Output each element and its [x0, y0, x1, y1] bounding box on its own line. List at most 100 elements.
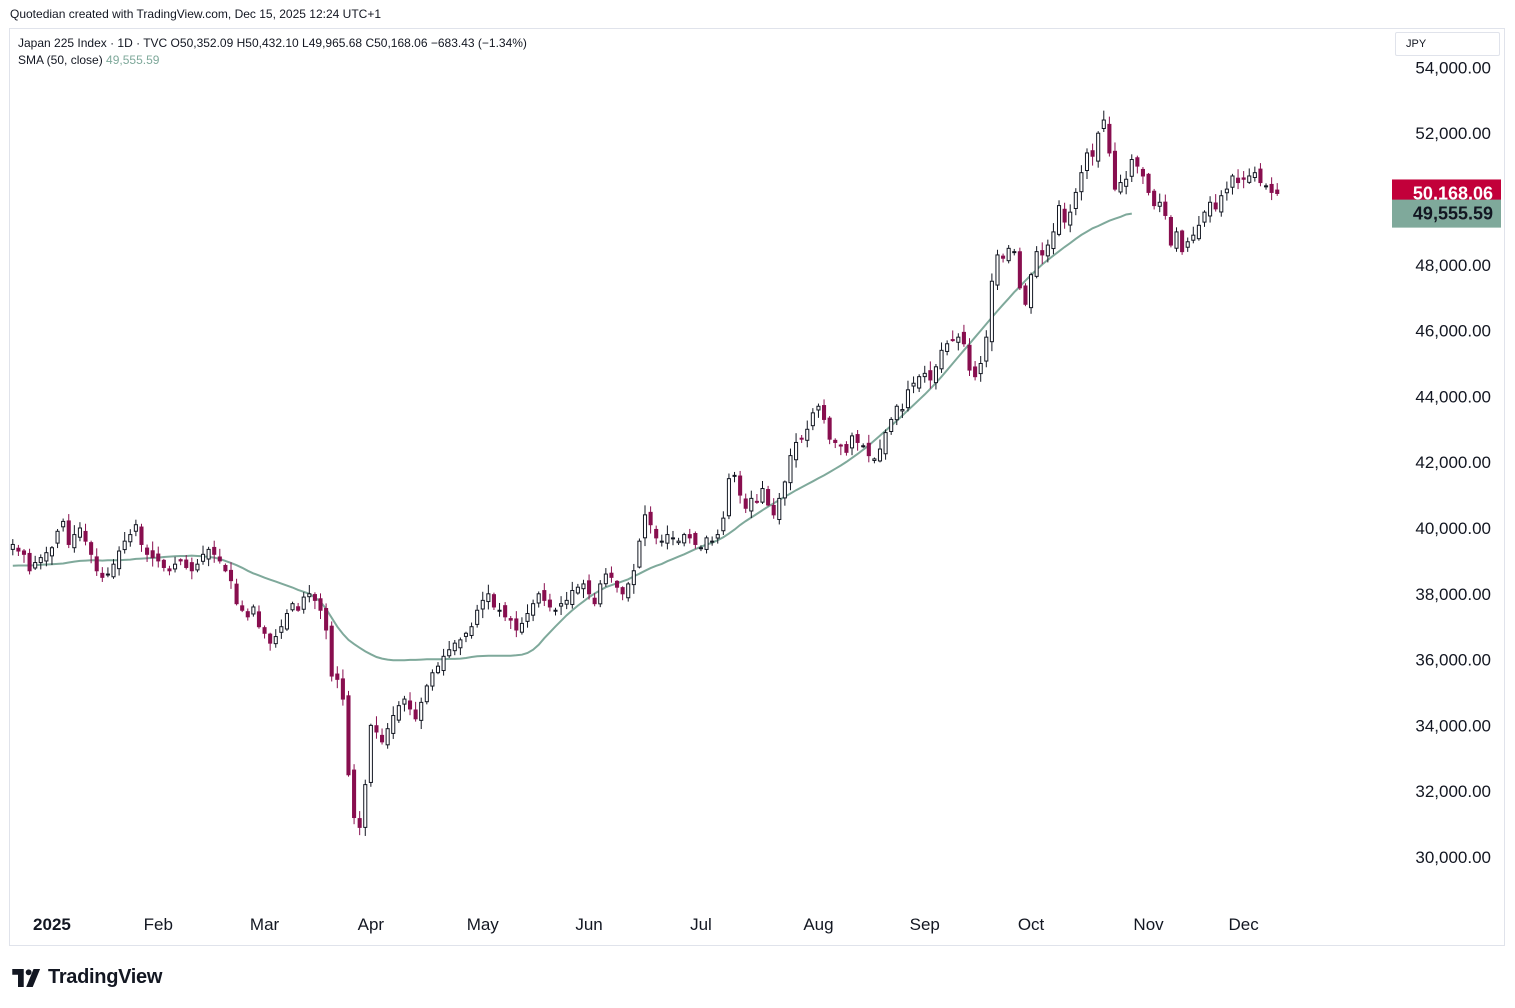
- candle-body: [340, 678, 345, 700]
- tradingview-logo[interactable]: TradingView: [12, 966, 162, 989]
- candle-body: [1196, 224, 1201, 240]
- candle: [631, 563, 636, 594]
- candle-body: [324, 607, 329, 631]
- candle-body: [922, 372, 927, 378]
- candle-body: [307, 593, 312, 598]
- candle-body: [368, 724, 373, 783]
- candle: [984, 330, 989, 368]
- candle: [782, 480, 787, 506]
- candle-body: [905, 389, 911, 409]
- candle: [726, 473, 731, 520]
- y-axis: 30,000.00 32,000.00 34,000.00 36,000.00 38,0…: [1415, 58, 1491, 867]
- candle-body: [726, 478, 731, 517]
- candle-body: [872, 458, 877, 461]
- candles-layer: [10, 110, 1280, 836]
- candle: [1196, 216, 1201, 241]
- candle-body: [581, 583, 586, 590]
- candle: [575, 583, 580, 595]
- candle-body: [279, 626, 284, 633]
- candle: [452, 639, 457, 656]
- candle: [245, 608, 250, 621]
- candle: [167, 565, 172, 576]
- candle-body: [838, 444, 843, 447]
- candle: [743, 493, 748, 514]
- candle-body: [805, 428, 810, 441]
- candle-body: [1073, 191, 1078, 209]
- candle-body: [195, 563, 200, 571]
- candle-body: [609, 572, 614, 578]
- candle: [391, 706, 396, 739]
- candle: [1045, 239, 1050, 263]
- tradingview-logo-icon: [12, 968, 41, 987]
- candle-body: [173, 563, 178, 570]
- candle-body: [754, 500, 759, 503]
- candle: [1224, 181, 1229, 201]
- candle: [810, 408, 815, 431]
- candle-body: [1275, 189, 1280, 194]
- candle: [480, 591, 485, 619]
- candle-body: [352, 769, 357, 819]
- candle-body: [547, 599, 552, 608]
- candle-body: [374, 725, 379, 733]
- candle: [928, 361, 933, 389]
- candle-body: [659, 540, 664, 543]
- candle: [1017, 247, 1022, 291]
- candle-body: [284, 613, 289, 630]
- candle: [614, 580, 620, 593]
- candle-body: [111, 563, 116, 578]
- candle-body: [413, 709, 418, 720]
- candle-body: [1017, 251, 1022, 289]
- legend-sma-label[interactable]: SMA (50, close): [18, 53, 103, 67]
- candle: [307, 585, 312, 603]
- candle-body: [564, 599, 569, 605]
- candle: [10, 539, 15, 556]
- candle-body: [212, 546, 217, 555]
- candle-body: [978, 363, 983, 375]
- candle-body: [262, 627, 267, 634]
- y-tick-label: 46,000.00: [1415, 322, 1491, 341]
- candle: [659, 534, 664, 547]
- y-tick-label: 38,000.00: [1415, 585, 1491, 604]
- candle-body: [1241, 177, 1246, 180]
- legend-high-label: H: [236, 36, 246, 50]
- candle-body: [161, 559, 166, 568]
- candle-body: [100, 572, 105, 578]
- candle: [794, 433, 799, 468]
- candle-body: [240, 605, 245, 611]
- currency-button[interactable]: JPY: [1395, 32, 1500, 56]
- candle: [1090, 143, 1095, 166]
- y-tick-label: 54,000.00: [1415, 58, 1491, 77]
- candle-body: [385, 728, 390, 746]
- candle: [296, 602, 301, 612]
- candle: [1157, 193, 1162, 213]
- candle: [508, 615, 513, 630]
- candle-body: [335, 673, 340, 680]
- candle: [603, 568, 608, 587]
- candle-body: [1040, 250, 1045, 256]
- candle: [704, 535, 709, 554]
- candle: [1079, 165, 1084, 201]
- candle-body: [178, 559, 183, 562]
- candle: [38, 554, 43, 570]
- candle-body: [1051, 231, 1056, 250]
- candle: [889, 417, 894, 435]
- candle-body: [1034, 251, 1039, 277]
- candle: [827, 416, 832, 445]
- candle: [1252, 166, 1257, 182]
- candle: [77, 522, 82, 542]
- candle-body: [251, 606, 256, 615]
- candle-body: [139, 526, 144, 545]
- x-tick-label: May: [467, 915, 500, 934]
- legend-sma-value: 49,555.59: [106, 53, 160, 67]
- x-tick-label: Oct: [1018, 915, 1045, 934]
- candle-body: [94, 556, 99, 572]
- candle-body: [514, 618, 519, 631]
- candle: [1084, 148, 1090, 180]
- candle: [133, 519, 138, 537]
- candle-body: [782, 481, 787, 499]
- candle: [49, 546, 54, 565]
- candle: [486, 584, 491, 610]
- candle-body: [766, 489, 771, 506]
- candle: [497, 602, 502, 617]
